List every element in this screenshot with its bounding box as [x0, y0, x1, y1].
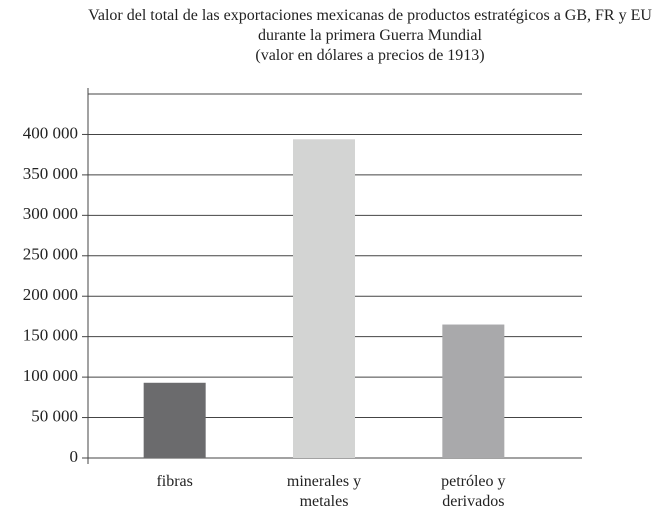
y-tick-label: 150 000	[23, 326, 78, 345]
bar	[293, 139, 355, 458]
y-tick-label: 250 000	[23, 245, 78, 264]
chart-title: Valor del total de las exportaciones mex…	[88, 7, 652, 44]
y-tick-label: 300 000	[23, 204, 78, 223]
y-tick-label: 200 000	[23, 285, 78, 304]
title-block: Valor del total de las exportaciones mex…	[80, 6, 652, 66]
y-tick-label: 100 000	[23, 366, 78, 385]
x-tick-label: petróleo y derivados	[441, 473, 506, 510]
y-tick-label: 350 000	[23, 164, 78, 183]
y-tick-label: 50 000	[31, 406, 78, 425]
chart-subtitle: (valor en dólares a precios de 1913)	[255, 47, 485, 64]
y-tick-label: 0	[70, 447, 79, 466]
x-tick-label: minerales y metales	[286, 473, 362, 510]
y-tick-label: 400 000	[23, 123, 78, 142]
bar	[442, 324, 505, 458]
bar	[143, 382, 206, 458]
x-tick-label: fibras	[156, 473, 193, 490]
